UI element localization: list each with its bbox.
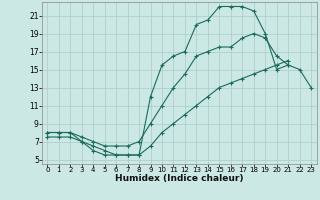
X-axis label: Humidex (Indice chaleur): Humidex (Indice chaleur) bbox=[115, 174, 244, 183]
